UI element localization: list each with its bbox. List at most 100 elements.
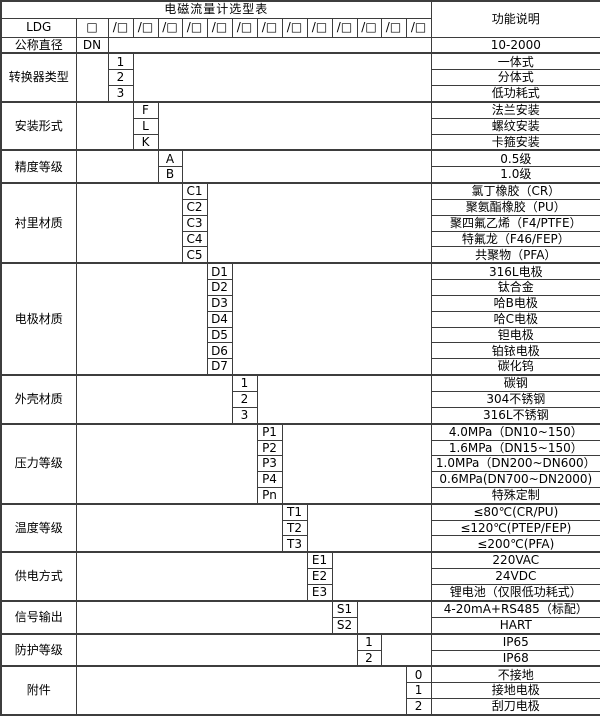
dn-range-value: 10-2000 (430, 36, 600, 54)
option-code-cell-signal-output: S1 (331, 599, 358, 618)
option-desc-cell-electrode-material: 钽电极 (430, 326, 600, 344)
option-code-cell-power-supply: E2 (306, 568, 333, 585)
option-code-cell-signal-output: S2 (331, 616, 358, 635)
option-code-cell-electrode-material: D4 (206, 310, 233, 328)
left-spacer-cell-converter-type (75, 52, 109, 103)
option-code-cell-liner-material: C3 (181, 214, 208, 232)
option-desc-cell-pressure-rating: 4.0MPa（DN10~150） (430, 422, 600, 441)
option-desc-cell-pressure-rating: 1.6MPa（DN15~150） (430, 439, 600, 457)
option-code-cell-pressure-rating: Pn (256, 486, 283, 505)
right-spacer-cell-converter-type (132, 52, 432, 103)
option-code-cell-electrode-material: D7 (206, 358, 233, 376)
category-label-housing-material: 外壳材质 (0, 374, 77, 425)
dn-code-cell: DN (75, 36, 109, 54)
option-desc-cell-pressure-rating: 1.0MPa（DN200~DN600） (430, 455, 600, 473)
option-code-cell-accuracy-class: A (157, 149, 183, 168)
option-desc-cell-signal-output: HART (430, 616, 600, 635)
left-spacer-cell-installation-form (75, 100, 134, 151)
right-spacer-cell-signal-output (356, 599, 432, 635)
right-spacer-cell-installation-form (157, 100, 432, 151)
ldg-slot-box-cell: /□ (132, 17, 159, 38)
option-desc-cell-converter-type: 低功耗式 (430, 85, 600, 103)
option-desc-cell-temperature-rating: ≤200℃(PFA) (430, 535, 600, 553)
option-desc-cell-electrode-material: 铂铱电极 (430, 342, 600, 360)
option-desc-cell-accuracy-class: 1.0级 (430, 166, 600, 184)
left-spacer-cell-accessories (75, 665, 407, 716)
option-desc-cell-liner-material: 特氟龙（F46/FEP） (430, 230, 600, 248)
right-spacer-cell-liner-material (206, 182, 432, 264)
left-spacer-cell-housing-material (75, 374, 233, 425)
dn-spacer-cell (107, 36, 432, 54)
category-label-installation-form: 安装形式 (0, 100, 77, 151)
option-code-cell-electrode-material: D2 (206, 279, 233, 297)
left-spacer-cell-accuracy-class (75, 149, 159, 184)
option-code-cell-temperature-rating: T3 (281, 535, 308, 553)
option-code-cell-housing-material: 1 (231, 374, 258, 392)
option-code-cell-electrode-material: D5 (206, 326, 233, 344)
option-desc-cell-liner-material: 聚四氟乙烯（F4/PTFE） (430, 214, 600, 232)
option-desc-cell-accessories: 不接地 (430, 665, 600, 684)
left-spacer-cell-signal-output (75, 599, 333, 635)
ldg-base-box-cell: □ (75, 17, 109, 38)
table-title: 电磁流量计选型表 (0, 0, 432, 19)
option-code-cell-pressure-rating: P2 (256, 439, 283, 457)
option-desc-cell-pressure-rating: 特殊定制 (430, 486, 600, 505)
option-desc-cell-accuracy-class: 0.5级 (430, 149, 600, 168)
category-label-accessories: 附件 (0, 665, 77, 716)
option-desc-cell-liner-material: 氯丁橡胶（CR） (430, 182, 600, 201)
option-code-cell-housing-material: 3 (231, 406, 258, 425)
right-spacer-cell-power-supply (331, 551, 432, 602)
option-code-cell-accessories: 0 (405, 665, 432, 684)
option-code-cell-accuracy-class: B (157, 166, 183, 184)
left-spacer-cell-protection-rating (75, 632, 358, 667)
dn-category-label: 公称直径 (0, 36, 77, 54)
category-label-electrode-material: 电极材质 (0, 262, 77, 376)
option-desc-cell-housing-material: 304不锈钢 (430, 390, 600, 408)
option-desc-cell-pressure-rating: 0.6MPa(DN700~DN2000) (430, 471, 600, 488)
ldg-slot-box-cell: /□ (331, 17, 358, 38)
option-desc-cell-converter-type: 一体式 (430, 52, 600, 71)
option-desc-cell-housing-material: 碳钢 (430, 374, 600, 392)
option-desc-cell-power-supply: 锂电池（仅限低功耗式） (430, 583, 600, 602)
right-spacer-cell-electrode-material (231, 262, 432, 376)
option-desc-cell-electrode-material: 哈C电极 (430, 310, 600, 328)
option-desc-cell-housing-material: 316L不锈钢 (430, 406, 600, 425)
right-spacer-cell-housing-material (256, 374, 432, 425)
option-desc-cell-installation-form: 法兰安装 (430, 100, 600, 119)
option-code-cell-pressure-rating: P1 (256, 422, 283, 441)
option-code-cell-temperature-rating: T1 (281, 502, 308, 521)
option-code-cell-electrode-material: D1 (206, 262, 233, 281)
option-desc-cell-signal-output: 4-20mA+RS485（标配） (430, 599, 600, 618)
left-spacer-cell-liner-material (75, 182, 183, 264)
category-label-signal-output: 信号输出 (0, 599, 77, 635)
right-spacer-cell-protection-rating (380, 632, 432, 667)
option-desc-cell-electrode-material: 钛合金 (430, 279, 600, 297)
option-desc-cell-power-supply: 220VAC (430, 551, 600, 570)
option-code-cell-electrode-material: D3 (206, 295, 233, 312)
category-label-pressure-rating: 压力等级 (0, 422, 77, 505)
option-desc-cell-liner-material: 共聚物（PFA） (430, 246, 600, 264)
ldg-slot-box-cell: /□ (256, 17, 283, 38)
option-code-cell-converter-type: 3 (107, 85, 134, 103)
option-code-cell-liner-material: C1 (181, 182, 208, 201)
ldg-slot-box-cell: /□ (380, 17, 407, 38)
category-label-protection-rating: 防护等级 (0, 632, 77, 667)
option-desc-cell-electrode-material: 316L电极 (430, 262, 600, 281)
option-desc-cell-temperature-rating: ≤120℃(PTEP/FEP) (430, 519, 600, 537)
right-spacer-cell-accuracy-class (181, 149, 432, 184)
option-desc-cell-temperature-rating: ≤80℃(CR/PU) (430, 502, 600, 521)
option-code-cell-installation-form: F (132, 100, 159, 119)
option-desc-cell-accessories: 接地电极 (430, 682, 600, 700)
option-code-cell-temperature-rating: T2 (281, 519, 308, 537)
option-desc-cell-electrode-material: 碳化钨 (430, 358, 600, 376)
option-desc-cell-liner-material: 聚氨酯橡胶（PU） (430, 199, 600, 216)
right-spacer-cell-temperature-rating (306, 502, 432, 553)
option-code-cell-power-supply: E3 (306, 583, 333, 602)
left-spacer-cell-electrode-material (75, 262, 208, 376)
category-label-converter-type: 转换器类型 (0, 52, 77, 103)
ldg-slot-box-cell: /□ (107, 17, 134, 38)
option-code-cell-pressure-rating: P4 (256, 471, 283, 488)
option-code-cell-liner-material: C4 (181, 230, 208, 248)
category-label-power-supply: 供电方式 (0, 551, 77, 602)
